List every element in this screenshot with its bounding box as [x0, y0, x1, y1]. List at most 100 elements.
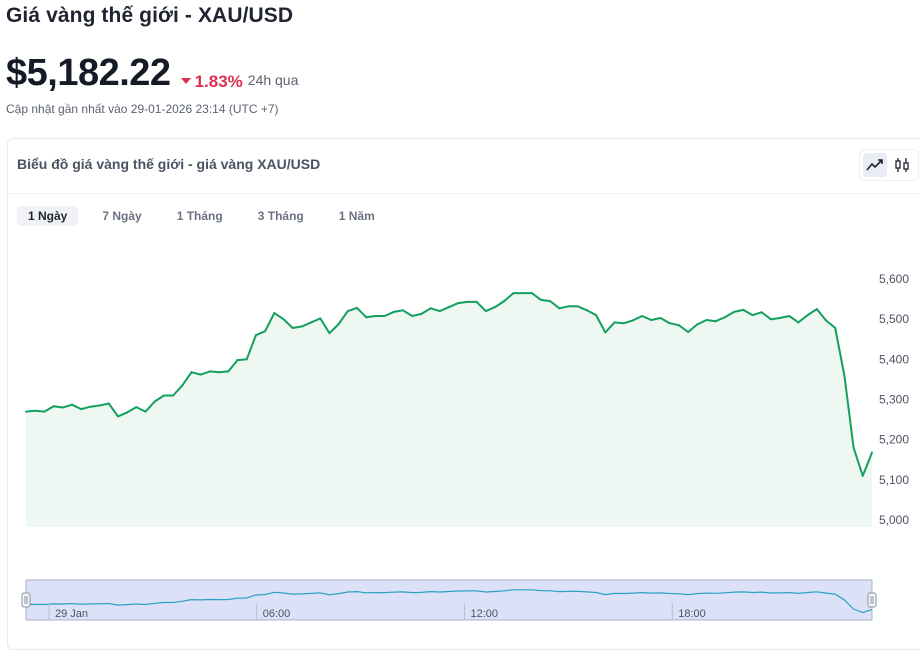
last-updated: Cập nhật gần nhất vào 29-01-2026 23:14 (… — [6, 102, 279, 116]
series-segment — [438, 306, 450, 313]
series-area — [26, 293, 872, 527]
y-tick-label: 5,500 — [879, 312, 909, 326]
tab-7-ngay[interactable]: 7 Ngày — [102, 209, 142, 223]
series-segment — [668, 322, 680, 327]
series-segment — [273, 312, 285, 321]
tab-1-nam[interactable]: 1 Năm — [338, 209, 375, 223]
series-segment — [705, 319, 717, 323]
series-segment — [742, 308, 754, 317]
series-segment — [236, 358, 248, 362]
tab-3-thang[interactable]: 3 Tháng — [257, 209, 304, 223]
price-change-value: 1.83% — [194, 72, 243, 91]
series-segment — [337, 310, 349, 325]
y-tick-label: 5,100 — [879, 473, 909, 487]
series-segment — [576, 305, 588, 312]
series-segment — [25, 409, 37, 413]
series-segment — [613, 321, 625, 325]
series-segment — [503, 292, 515, 303]
series-segment — [733, 308, 745, 313]
series-segment — [80, 405, 92, 411]
y-tick-label: 5,000 — [879, 513, 909, 527]
series-segment — [356, 306, 368, 319]
series-segment — [595, 314, 607, 334]
tab-1-thang[interactable]: 1 Tháng — [176, 209, 223, 223]
series-segment — [61, 403, 73, 409]
line-chart-button[interactable] — [863, 153, 887, 177]
candlestick-icon — [895, 158, 909, 172]
series-segment — [144, 400, 156, 413]
series-segment — [264, 312, 276, 333]
series-segment — [172, 384, 184, 397]
candlestick-chart-button[interactable] — [890, 153, 914, 177]
series-segment — [494, 300, 506, 309]
series-segment — [641, 315, 653, 321]
series-segment — [346, 306, 358, 313]
tab-1-ngay[interactable]: 1 Ngày — [17, 206, 79, 226]
series-segment — [714, 316, 726, 323]
series-segment — [806, 308, 818, 317]
series-segment — [549, 300, 561, 310]
series-segment — [107, 402, 119, 418]
price-chart: 5,000 5,100 5,200 5,300 5,400 5,500 5,600 — [25, 272, 909, 527]
range-tabs: 1 Ngày 7 Ngày 1 Tháng 3 Tháng 1 Năm — [17, 206, 399, 226]
series-segment — [383, 310, 395, 317]
series-segment — [199, 370, 211, 376]
series-segment — [604, 321, 616, 334]
series-segment — [696, 319, 708, 326]
series-segment — [43, 405, 55, 413]
series-segment — [779, 315, 791, 319]
series-segment — [429, 307, 441, 313]
price-change: 1.83% — [180, 72, 243, 92]
series-segment — [126, 406, 138, 414]
series-segment — [135, 406, 147, 413]
series-segment — [411, 312, 423, 317]
series-segment — [420, 307, 432, 315]
y-tick-label: 5,200 — [879, 433, 909, 447]
chart-card-title: Biểu đồ giá vàng thế giới - giá vàng XAU… — [17, 156, 321, 172]
series-segment — [227, 359, 239, 373]
series-segment — [71, 403, 83, 411]
current-price: $5,182.22 — [6, 52, 171, 94]
series-segment — [365, 315, 377, 319]
series-segment — [392, 309, 404, 313]
series-segment — [52, 405, 64, 409]
series-segment — [300, 321, 313, 328]
series-segment — [190, 371, 202, 376]
series-segment — [310, 317, 322, 324]
y-tick-label: 5,400 — [879, 352, 909, 366]
line-chart-icon — [866, 159, 883, 171]
series-segment — [650, 317, 662, 321]
series-segment — [530, 292, 542, 301]
series-segment — [751, 311, 763, 317]
series-segment — [181, 371, 193, 387]
change-period: 24h qua — [247, 72, 299, 88]
series-segment — [825, 319, 837, 329]
series-segment — [631, 315, 644, 322]
series-segment — [558, 305, 570, 310]
series-segment — [153, 394, 165, 403]
series-segment — [328, 323, 340, 335]
series-segment — [861, 451, 873, 477]
caret-down-icon — [180, 78, 191, 84]
series-segment — [540, 298, 552, 303]
series-segment — [448, 302, 460, 309]
series-segment — [245, 334, 257, 361]
page-title: Giá vàng thế giới - XAU/USD — [6, 4, 294, 27]
series-segment — [585, 309, 598, 317]
series-segment — [208, 370, 221, 374]
y-tick-label: 5,300 — [879, 393, 909, 407]
series-segment — [218, 370, 230, 374]
series-segment — [852, 446, 864, 477]
series-segment — [291, 325, 303, 329]
series-segment — [457, 300, 469, 305]
series-segment — [797, 314, 809, 324]
series-segment — [834, 327, 846, 377]
series-segment — [117, 411, 129, 418]
series-segment — [769, 317, 781, 321]
series-segment — [677, 324, 690, 333]
series-segment — [98, 402, 110, 407]
price-summary: $5,182.22 1.83% 24h qua — [6, 52, 298, 95]
series-segment — [788, 315, 800, 324]
series-segment — [484, 306, 496, 313]
chart-card-header: Biểu đồ giá vàng thế giới - giá vàng XAU… — [8, 139, 920, 194]
